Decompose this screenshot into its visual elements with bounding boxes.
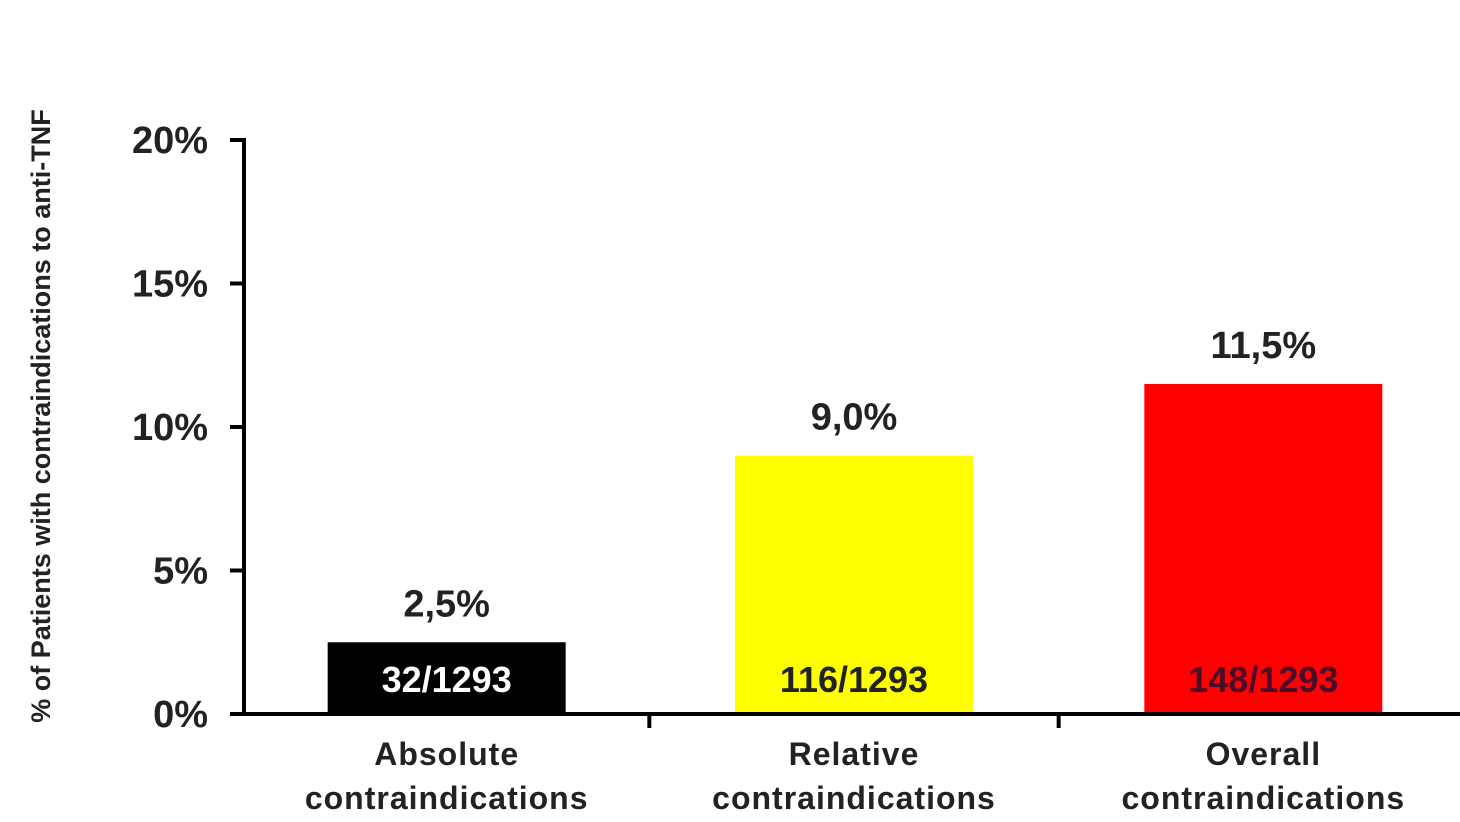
x-category-label: Overall <box>1206 736 1322 772</box>
y-tick-label: 0% <box>153 694 208 736</box>
x-category-label: contraindications <box>712 780 996 816</box>
bar-count-label: 116/1293 <box>780 659 928 700</box>
bar <box>327 642 566 714</box>
bar-value-label: 11,5% <box>1211 325 1317 367</box>
x-category-label: contraindications <box>305 780 589 816</box>
x-category-label: contraindications <box>1121 780 1405 816</box>
bar <box>1144 383 1383 714</box>
bar-value-label: 2,5% <box>403 583 490 625</box>
bar <box>735 455 973 714</box>
bar-count-label: 148/1293 <box>1188 659 1338 700</box>
y-axis-ticks: 0% 5% 10% 15% 20% <box>132 120 244 736</box>
bars-group: 2,5% 32/1293 9,0% 116/1293 11,5% 148/1293 <box>327 325 1383 714</box>
x-category-label: Absolute <box>374 736 519 772</box>
y-tick-label: 5% <box>153 551 208 593</box>
y-tick-label: 20% <box>132 120 208 162</box>
y-tick-label: 15% <box>132 264 208 306</box>
bar-value-label: 9,0% <box>811 397 898 439</box>
y-axis-label: % of Patients with contraindications to … <box>26 109 56 723</box>
bar-count-label: 32/1293 <box>382 659 512 700</box>
category-labels: Absolute contraindications Relative contrai… <box>305 714 1405 816</box>
y-tick-label: 10% <box>132 407 208 449</box>
x-category-label: Relative <box>789 736 920 772</box>
